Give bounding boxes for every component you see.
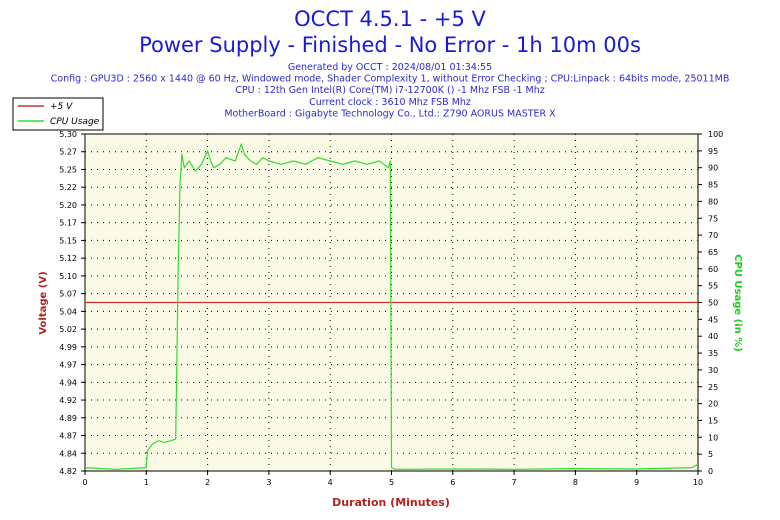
x-tick-label: 6 [450, 478, 455, 487]
info-line: Config : GPU3D : 2560 x 1440 @ 60 Hz, Wi… [51, 74, 730, 85]
y2-tick-label: 65 [708, 248, 718, 257]
y-tick-label: 5.10 [59, 272, 77, 281]
y-tick-label: 5.27 [59, 148, 77, 157]
legend-label: CPU Usage [50, 117, 100, 127]
x-tick-label: 4 [328, 478, 333, 487]
y2-tick-label: 35 [708, 349, 718, 358]
chart-title-line1: OCCT 4.5.1 - +5 V [294, 7, 486, 31]
y-tick-label: 5.30 [59, 130, 77, 139]
info-line: CPU : 12th Gen Intel(R) Core(TM) i7-1270… [235, 85, 544, 96]
legend-box [12, 97, 104, 131]
y2-tick-label: 100 [708, 130, 723, 139]
y-tick-label: 4.82 [59, 467, 77, 476]
x-tick-label: 5 [389, 478, 394, 487]
y2-tick-label: 45 [708, 315, 718, 324]
x-tick-label: 2 [205, 478, 210, 487]
y-tick-label: 4.89 [59, 414, 77, 423]
x-axis-label: Duration (Minutes) [332, 496, 450, 509]
y2-tick-label: 60 [708, 265, 718, 274]
info-line: Current clock : 3610 Mhz FSB Mhz [309, 97, 471, 108]
y2-tick-label: 5 [708, 450, 713, 459]
x-tick-label: 3 [266, 478, 271, 487]
y2-tick-label: 85 [708, 181, 718, 190]
y-tick-label: 5.12 [59, 254, 77, 263]
y-tick-label: 4.84 [59, 449, 77, 458]
y-tick-label: 4.94 [59, 378, 77, 387]
y-tick-label: 4.92 [59, 396, 77, 405]
y2-tick-label: 20 [708, 400, 718, 409]
chart-title-line2: Power Supply - Finished - No Error - 1h … [139, 33, 641, 57]
y2-tick-label: 80 [708, 197, 718, 206]
y2-tick-label: 0 [708, 467, 713, 476]
y2-tick-label: 95 [708, 147, 718, 156]
y2-tick-label: 90 [708, 164, 718, 173]
x-tick-label: 10 [693, 478, 703, 487]
y2-tick-label: 15 [708, 416, 718, 425]
y2-tick-label: 55 [708, 282, 718, 291]
y2-axis-label: CPU Usage (in %) [732, 254, 743, 352]
x-tick-label: 7 [512, 478, 517, 487]
info-block: Generated by OCCT : 2024/08/01 01:34:55C… [51, 62, 730, 119]
ticks: 0 1 2 3 4 5 6 7 8 9 104.824.844.874.894.924.944.97… [59, 130, 723, 487]
y2-tick-label: 50 [708, 299, 718, 308]
y-tick-label: 4.99 [59, 343, 77, 352]
y-tick-label: 5.17 [59, 219, 77, 228]
y-tick-label: 5.22 [59, 183, 77, 192]
y-tick-label: 4.87 [59, 432, 77, 441]
y2-tick-label: 10 [708, 433, 718, 442]
cpu-usage-series-line [84, 143, 699, 470]
x-tick-label: 9 [634, 478, 639, 487]
y-axis-label: Voltage (V) [38, 271, 49, 334]
y2-tick-label: 30 [708, 366, 718, 375]
legend-label: +5 V [50, 102, 73, 112]
y2-tick-label: 25 [708, 383, 718, 392]
y-tick-label: 5.02 [59, 325, 77, 334]
y2-tick-label: 70 [708, 231, 718, 240]
info-line: Generated by OCCT : 2024/08/01 01:34:55 [288, 62, 492, 73]
y-tick-label: 5.04 [59, 307, 77, 316]
legend: +5 V CPU Usage [12, 97, 104, 131]
y-tick-label: 5.15 [59, 236, 77, 245]
y-tick-label: 5.20 [59, 201, 77, 210]
x-tick-label: 1 [144, 478, 149, 487]
x-tick-label: 0 [82, 478, 87, 487]
y-tick-label: 4.97 [59, 361, 77, 370]
y-tick-label: 5.07 [59, 290, 77, 299]
series-group [84, 143, 699, 470]
y2-tick-label: 75 [708, 214, 718, 223]
info-line: MotherBoard : Gigabyte Technology Co., L… [224, 108, 556, 119]
x-tick-label: 8 [573, 478, 578, 487]
y-tick-label: 5.25 [59, 165, 77, 174]
y2-tick-label: 40 [708, 332, 718, 341]
